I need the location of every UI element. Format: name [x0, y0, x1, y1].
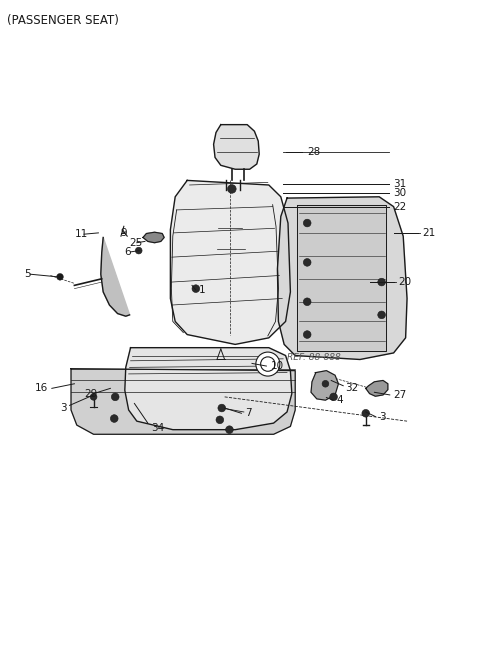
Polygon shape [170, 180, 290, 344]
Text: 3: 3 [379, 411, 386, 422]
Text: 5: 5 [24, 269, 31, 279]
Text: 20: 20 [398, 277, 411, 287]
Polygon shape [366, 380, 388, 396]
Ellipse shape [261, 357, 275, 371]
Text: 10: 10 [271, 361, 284, 371]
Text: 30: 30 [394, 188, 407, 198]
Text: 9: 9 [120, 228, 127, 238]
Polygon shape [101, 237, 130, 316]
Text: 7: 7 [245, 408, 252, 419]
Text: 16: 16 [35, 383, 48, 394]
Ellipse shape [111, 393, 119, 401]
Text: (PASSENGER SEAT): (PASSENGER SEAT) [7, 14, 119, 28]
Ellipse shape [226, 426, 233, 434]
Text: 28: 28 [307, 147, 321, 157]
Ellipse shape [110, 415, 118, 422]
Text: 27: 27 [394, 390, 407, 400]
Ellipse shape [218, 404, 226, 412]
Ellipse shape [303, 331, 311, 338]
Ellipse shape [228, 184, 236, 194]
Polygon shape [297, 205, 386, 351]
Ellipse shape [90, 394, 97, 400]
Ellipse shape [330, 393, 337, 401]
Ellipse shape [362, 409, 370, 417]
Ellipse shape [303, 258, 311, 266]
Text: 31: 31 [394, 178, 407, 189]
Ellipse shape [378, 311, 385, 319]
Text: 22: 22 [394, 201, 407, 212]
Polygon shape [214, 125, 259, 169]
Ellipse shape [322, 380, 329, 387]
Polygon shape [143, 232, 164, 243]
Ellipse shape [216, 416, 224, 424]
Text: 4: 4 [336, 395, 343, 405]
Ellipse shape [378, 278, 385, 286]
Polygon shape [311, 371, 338, 400]
Ellipse shape [57, 274, 63, 280]
Text: 32: 32 [346, 383, 359, 394]
Text: 1: 1 [199, 285, 206, 295]
Text: REF. 88-888: REF. 88-888 [287, 353, 341, 362]
Polygon shape [71, 369, 295, 434]
Text: 3: 3 [60, 403, 67, 413]
Ellipse shape [192, 285, 200, 293]
Text: 21: 21 [422, 228, 436, 238]
Text: 34: 34 [151, 422, 165, 433]
Text: 6: 6 [124, 247, 131, 257]
Text: 25: 25 [130, 237, 143, 248]
Text: 29: 29 [84, 388, 97, 399]
Ellipse shape [303, 298, 311, 306]
Ellipse shape [303, 219, 311, 227]
Polygon shape [277, 197, 407, 359]
Polygon shape [125, 348, 292, 430]
Text: 11: 11 [74, 229, 88, 239]
Ellipse shape [256, 352, 280, 376]
Ellipse shape [135, 247, 142, 254]
